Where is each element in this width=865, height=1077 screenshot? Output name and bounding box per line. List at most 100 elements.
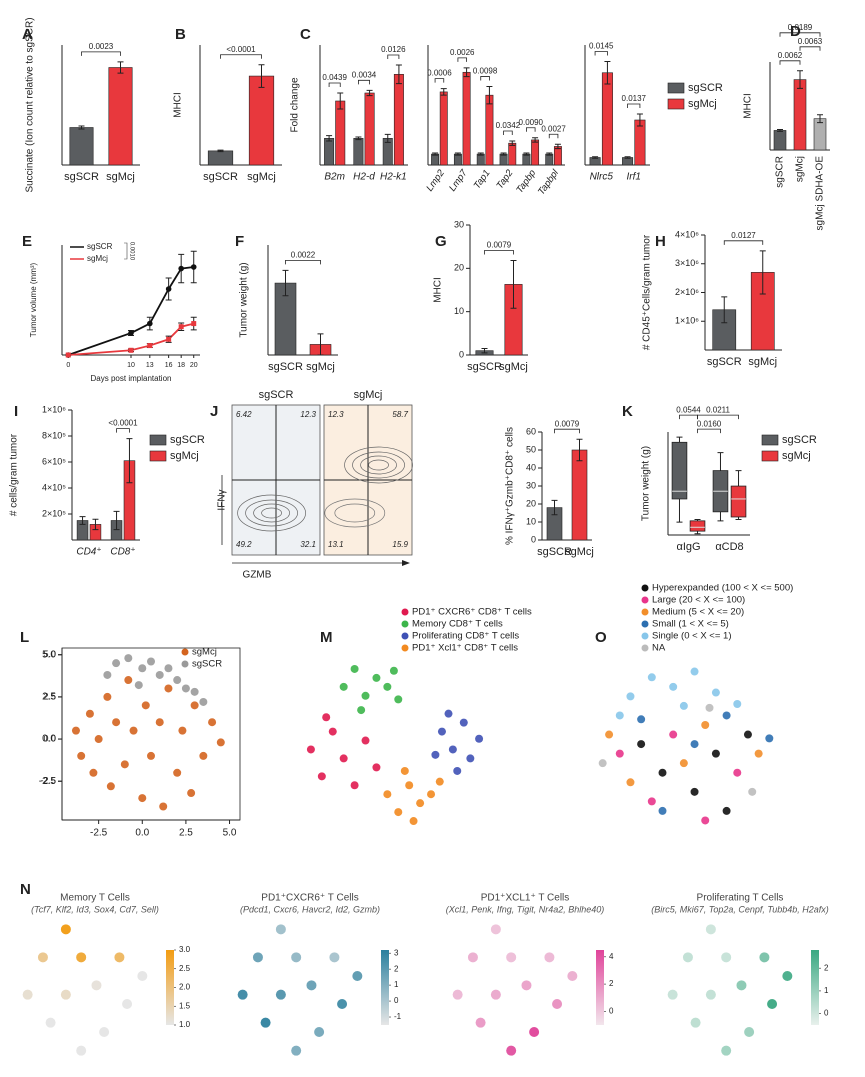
legend-swatch (149, 450, 167, 462)
point (155, 670, 164, 679)
point (669, 682, 678, 691)
y-tick-label: 3×10⁶ (675, 258, 699, 268)
point (106, 782, 115, 791)
arrow-head (402, 560, 410, 566)
y-tick-label: 4×10⁶ (675, 229, 699, 239)
point (124, 654, 133, 663)
point (615, 749, 624, 758)
point (389, 666, 398, 675)
point (529, 1027, 540, 1037)
significance-bracket (548, 133, 559, 139)
error-bar (592, 156, 599, 159)
x-axis-label: GZMB (243, 570, 272, 581)
significance-bracket (328, 82, 341, 87)
point (252, 952, 263, 963)
bar (335, 100, 346, 166)
error-bar (777, 128, 783, 132)
error-bar (117, 61, 124, 74)
quadrant-value: 58.7 (392, 410, 408, 419)
bar (108, 67, 133, 166)
point (383, 790, 392, 799)
significance-bracket (697, 428, 721, 434)
y-tick-label: 0.0 (43, 733, 56, 743)
point (744, 1027, 755, 1037)
y-tick-label: 5.0 (42, 649, 56, 660)
p-value: 0.0160 (697, 419, 722, 428)
point (91, 980, 102, 991)
error-bar (432, 152, 439, 156)
point (721, 952, 732, 963)
y-axis-label: # cells/gram tumor (9, 433, 20, 516)
contour (245, 499, 298, 527)
x-tick-label: 0 (66, 362, 70, 369)
y-axis-label: MHCI (433, 277, 444, 303)
x-tick-label: sgSCR (268, 361, 303, 373)
point (506, 952, 517, 963)
point (767, 999, 778, 1009)
legend-marker (401, 632, 409, 640)
error-bar (604, 61, 611, 85)
point (711, 688, 720, 697)
point (237, 989, 248, 1000)
x-tick-label: 2.5 (179, 828, 193, 839)
y-tick-label: 2×10⁵ (42, 508, 66, 518)
y-tick-label: 1×10⁶ (42, 404, 66, 414)
significance-bracket (387, 54, 400, 59)
point (669, 730, 678, 739)
feature-subtitle: (Birc5, Mki67, Top2a, Cenpf, Tubb4b, H2a… (651, 904, 829, 914)
point (147, 751, 155, 760)
legend-label: Memory CD8⁺ T cells (412, 619, 503, 630)
significance-bracket (116, 428, 130, 433)
point (60, 924, 71, 935)
error-bar (395, 64, 402, 85)
bar (431, 153, 440, 166)
p-value: 0.0022 (291, 250, 316, 259)
point (129, 726, 138, 735)
error-bar (317, 333, 324, 356)
error-bar (500, 152, 507, 156)
quadrant-value: 49.2 (236, 540, 252, 549)
error-bar (126, 438, 133, 484)
x-tick-label: sgMcj SDHA-OE (815, 156, 826, 231)
p-value: 0.0090 (519, 118, 544, 127)
point (99, 1027, 110, 1037)
y-tick-label: 2.5 (43, 691, 56, 701)
point (437, 727, 446, 736)
point (178, 324, 184, 330)
legend-swatch (761, 434, 779, 446)
bar (508, 142, 517, 166)
point (306, 980, 317, 991)
x-tick-label: 18 (177, 362, 185, 369)
error-bar (554, 143, 561, 150)
error-bar (79, 516, 86, 525)
error-bar (366, 89, 373, 97)
point (459, 718, 468, 727)
series-line (67, 266, 194, 356)
error-bar (510, 260, 517, 309)
legend-marker (641, 632, 649, 640)
flow-title: sgSCR (259, 389, 294, 401)
p-value: 0.0079 (487, 241, 512, 250)
p-value: 0.0027 (541, 124, 566, 133)
contour (237, 494, 306, 532)
whisker (717, 452, 724, 522)
point (190, 264, 197, 270)
panel-label: N (20, 881, 31, 898)
bar (439, 91, 448, 166)
significance-bracket (285, 259, 321, 265)
significance-bracket (503, 130, 513, 135)
point (76, 952, 87, 963)
legend-swatch (761, 450, 779, 462)
x-tick-label: CD8⁺ (110, 547, 135, 558)
y-axis-label: Tumor weight (g) (641, 446, 652, 521)
error-bar (78, 125, 85, 130)
significance-bracket (484, 250, 514, 255)
p-value: 0.0010 (128, 242, 134, 261)
point (435, 777, 444, 786)
point (103, 670, 112, 679)
x-tick-label: αIgG (676, 541, 700, 553)
quadrant-value: 13.1 (328, 540, 344, 549)
legend-label: sgMcj (87, 254, 108, 263)
p-value: 0.0137 (622, 94, 647, 103)
point (394, 808, 403, 817)
